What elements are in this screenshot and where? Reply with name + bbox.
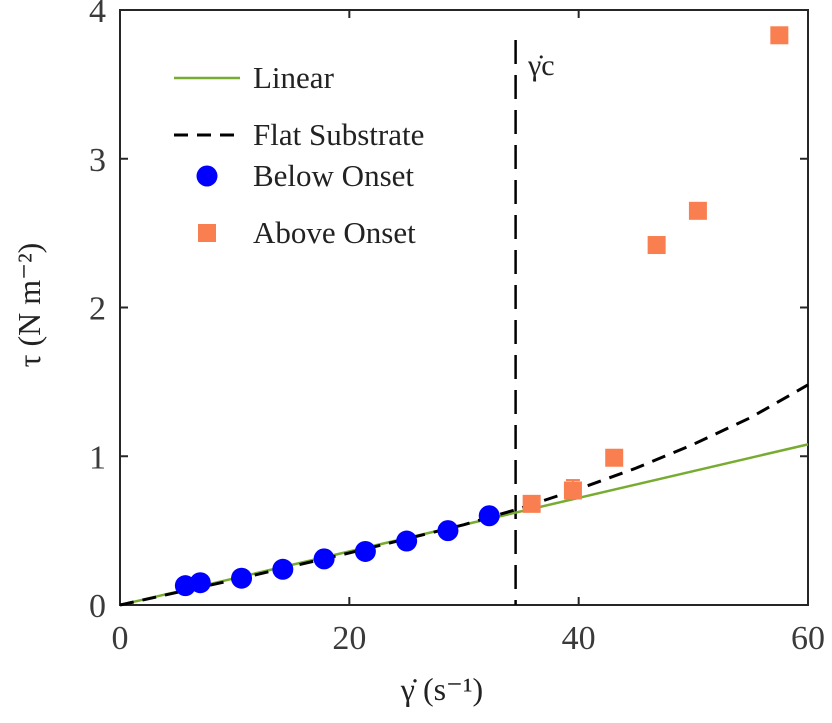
y-tick-label: 1 <box>89 439 106 476</box>
plot-frame <box>119 9 809 606</box>
plot-axes: 0 20 40 60 0 1 2 3 4 <box>89 0 825 657</box>
plot-series <box>119 26 809 607</box>
data-point-below-onset <box>478 505 500 527</box>
data-point-below-onset <box>231 567 253 589</box>
data-point-above-onset <box>647 236 666 255</box>
series-line-flat-substrate <box>119 383 809 607</box>
legend-swatch <box>198 224 216 242</box>
y-tick-label: 3 <box>89 142 106 179</box>
legend: Linear Flat Substrate Below Onset Above Ons… <box>174 60 424 250</box>
legend-label: Below Onset <box>253 158 414 193</box>
data-point-above-onset <box>563 481 582 500</box>
critical-rate-label: γ̇c <box>527 49 555 82</box>
y-tick-label: 2 <box>89 291 106 328</box>
data-point-below-onset <box>437 520 459 542</box>
legend-swatch <box>196 165 218 187</box>
data-point-above-onset <box>770 26 789 45</box>
data-point-above-onset <box>522 494 541 513</box>
x-tick-label: 40 <box>562 620 596 657</box>
legend-label: Flat Substrate <box>253 117 424 152</box>
data-point-below-onset <box>313 548 335 570</box>
data-point-below-onset <box>189 572 211 594</box>
x-axis-label: γ̇ (s⁻¹) <box>400 671 483 707</box>
data-point-below-onset <box>354 540 376 562</box>
x-tick-label: 20 <box>332 620 366 657</box>
y-tick-label: 4 <box>89 0 106 30</box>
x-tick-label: 0 <box>112 620 129 657</box>
data-point-above-onset <box>688 201 707 220</box>
legend-label: Above Onset <box>253 215 416 250</box>
data-point-below-onset <box>272 558 294 580</box>
x-tick-label: 60 <box>791 620 825 657</box>
y-tick-label: 0 <box>89 588 106 625</box>
data-point-above-onset <box>605 448 624 467</box>
legend-label: Linear <box>253 60 335 95</box>
y-axis-label: τ (N m⁻²) <box>11 243 47 368</box>
data-point-below-onset <box>396 530 418 552</box>
